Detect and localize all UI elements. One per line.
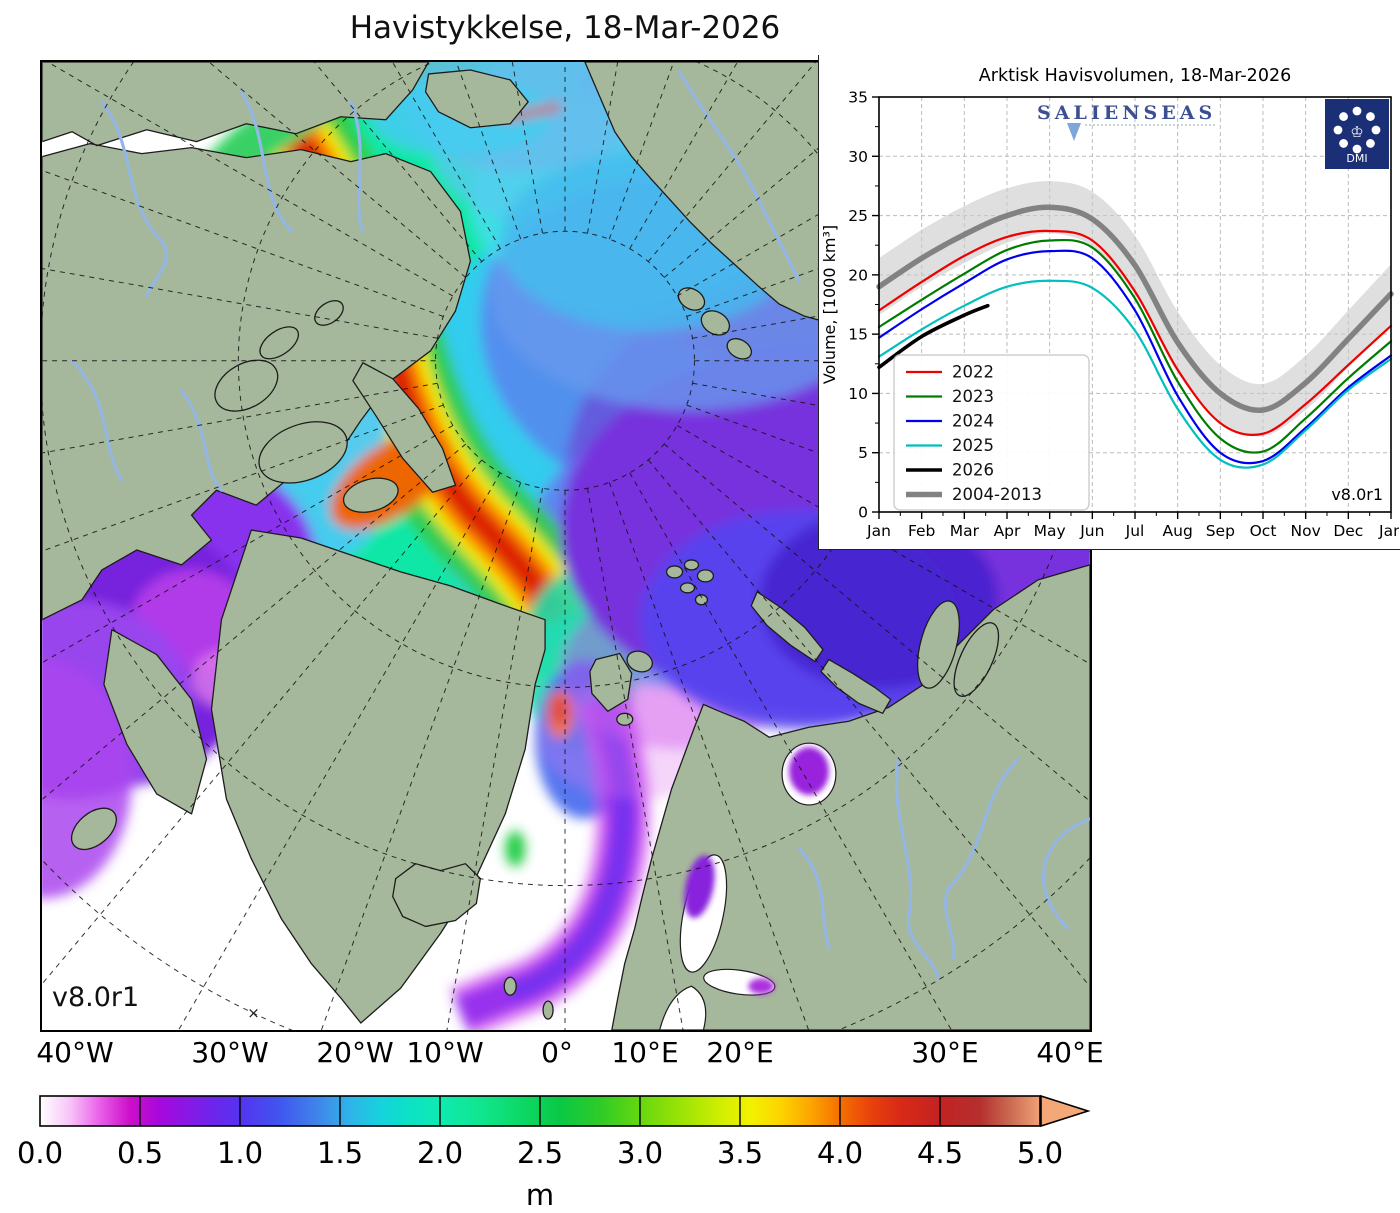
dmi-logo: ♔ DMI <box>1325 99 1389 169</box>
legend-label-2023: 2023 <box>952 387 994 406</box>
svg-text:♔: ♔ <box>1350 123 1363 141</box>
colorbar-tick-3.5: 3.5 <box>716 1136 764 1170</box>
colorbar-tick-2.5: 2.5 <box>516 1136 564 1170</box>
map-version-label: v8.0r1 <box>52 982 140 1013</box>
legend-label-2026: 2026 <box>952 461 994 480</box>
land-victoria-island <box>258 421 348 484</box>
lon-label-10W: 10°W <box>406 1036 484 1069</box>
land-ellesmere <box>352 362 457 493</box>
legend-label-2024: 2024 <box>952 412 994 431</box>
lon-label-10E: 10°E <box>611 1036 679 1069</box>
inset-ytick-30: 30 <box>848 148 868 166</box>
colorbar-tick-2.0: 2.0 <box>416 1136 464 1170</box>
interior-seas <box>658 742 837 1030</box>
inset-ytick-20: 20 <box>848 266 868 284</box>
colorbar-unit-label: m <box>525 1178 555 1212</box>
series-line-2022 <box>877 229 1393 437</box>
land-novaya-zemlya <box>750 591 824 663</box>
colorbar-tick-3.0: 3.0 <box>616 1136 664 1170</box>
inset-xtick-Dec-11: Dec <box>1333 522 1363 540</box>
colorbar-tick-4.0: 4.0 <box>816 1136 864 1170</box>
inset-xtick-Jul-6: Jul <box>1125 522 1145 540</box>
series-line-2023 <box>877 238 1393 454</box>
inset-ytick-35: 35 <box>848 89 868 107</box>
inset-ytick-25: 25 <box>848 207 868 225</box>
inset-xtick-Apr-3: Apr <box>994 522 1021 540</box>
colorbar-tick-5.0: 5.0 <box>1016 1136 1064 1170</box>
inset-xtick-Mar-2: Mar <box>950 522 980 540</box>
map-title: Havistykkelse, 18-Mar-2026 <box>349 10 781 46</box>
inset-version-label: v8.0r1 <box>1331 485 1383 504</box>
lon-label-40W: 40°W <box>36 1036 114 1069</box>
svg-text:SALIENSEAS: SALIENSEAS <box>1037 102 1216 124</box>
inset-xtick-May-4: May <box>1034 522 1066 540</box>
thickness-colorbar: 0.0 0.5 1.0 1.5 2.0 2.5 3.0 3.5 4.0 4.5 5.0 m <box>0 1090 1400 1213</box>
land-svalbard <box>589 652 633 712</box>
series-line-2004-2013 <box>876 204 1394 414</box>
lon-label-30E: 30°E <box>911 1036 979 1069</box>
inset-xtick-Nov-10: Nov <box>1291 522 1321 540</box>
inset-xtick-Aug-7: Aug <box>1163 522 1193 540</box>
series-line-2026 <box>877 303 990 370</box>
land-baffin-island <box>103 629 208 815</box>
legend-label-2025: 2025 <box>952 436 994 455</box>
inset-ytick-10: 10 <box>848 385 868 403</box>
inset-xtick-Jan-0: Jan <box>866 522 891 540</box>
land-devon <box>342 477 399 513</box>
legend-label-2004-2013: 2004-2013 <box>952 485 1042 504</box>
inset-ytick-0: 0 <box>858 504 868 522</box>
series-line-2024 <box>877 249 1393 465</box>
inset-ylabel: Volume, [1000 km³] <box>820 225 839 384</box>
salienseas-logo: SALIENSEAS <box>1037 102 1217 141</box>
x-marker: × <box>247 1004 260 1022</box>
dmi-logo-text: DMI <box>1346 152 1367 165</box>
lon-label-0: 0° <box>541 1036 573 1069</box>
colorbar-arrow <box>1040 1094 1091 1128</box>
inset-xtick-Feb-1: Feb <box>908 522 935 540</box>
legend-label-2022: 2022 <box>952 363 994 382</box>
lon-label-40E: 40°E <box>1036 1036 1104 1069</box>
land-chukotka <box>424 69 529 129</box>
lon-label-30W: 30°W <box>191 1036 269 1069</box>
colorbar-tick-1.5: 1.5 <box>316 1136 364 1170</box>
inset-title: Arktisk Havisvolumen, 18-Mar-2026 <box>979 66 1291 86</box>
inset-xtick-Oct-9: Oct <box>1250 522 1277 540</box>
series-line-2025 <box>877 279 1393 469</box>
colorbar-tick-0.5: 0.5 <box>116 1136 164 1170</box>
lon-label-20E: 20°E <box>706 1036 774 1069</box>
colorbar-tick-4.5: 4.5 <box>916 1136 964 1170</box>
land-north-america <box>42 62 472 621</box>
ice-volume-chart: Arktisk Havisvolumen, 18-Mar-2026 Jan Feb… <box>820 66 1400 540</box>
ice-volume-inset-chart: Arktisk Havisvolumen, 18-Mar-2026 Jan Feb… <box>818 55 1400 550</box>
colorbar-tick-0.0: 0.0 <box>16 1136 64 1170</box>
colorbar-graphic <box>39 1094 1091 1128</box>
lon-label-20W: 20°W <box>316 1036 394 1069</box>
land-banks-island <box>214 359 279 412</box>
inset-xtick-Jan-12: Jan <box>1378 522 1399 540</box>
inset-ytick-15: 15 <box>848 326 868 344</box>
map-graphic: × <box>42 62 1090 1030</box>
inset-xtick-Jun-5: Jun <box>1079 522 1104 540</box>
inset-ytick-5: 5 <box>858 444 868 462</box>
colorbar-tick-1.0: 1.0 <box>216 1136 264 1170</box>
arctic-ice-thickness-map: × <box>40 60 1092 1032</box>
inset-xtick-Sep-8: Sep <box>1206 522 1235 540</box>
